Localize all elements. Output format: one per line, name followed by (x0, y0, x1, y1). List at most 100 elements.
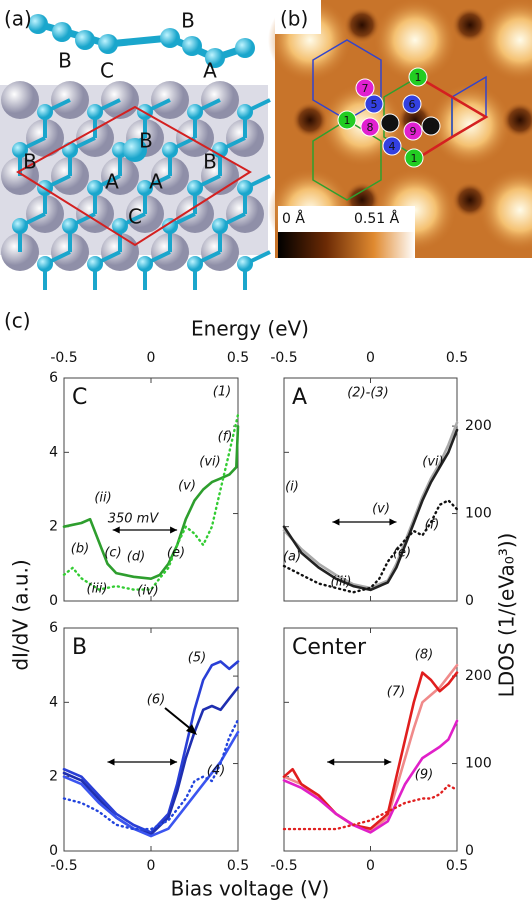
arrow-head (170, 758, 178, 766)
y2-tick-label: 200 (465, 668, 492, 684)
colorbar-label: 0.51 Å (354, 210, 400, 227)
sites: 175 618 29 341 (337, 67, 441, 168)
x-tick-label: 0 (366, 350, 375, 366)
atom (237, 180, 253, 196)
dark-spot (452, 182, 488, 218)
annotation: (vi) (199, 455, 220, 470)
dark-spot (292, 102, 328, 138)
annotation: (v) (178, 479, 196, 494)
curve (62, 718, 240, 831)
panel-label: (a) (4, 7, 32, 31)
y-axis-label: dI/dV (a.u.) (9, 559, 33, 670)
annotation: (6) (147, 693, 165, 708)
chain-atoms (28, 14, 255, 68)
x-tick-label: 0.5 (446, 350, 468, 366)
atom-label: B (203, 150, 217, 174)
site (380, 113, 400, 133)
curve (62, 660, 240, 834)
annotation: 350 mV (108, 512, 160, 527)
atom-label: B (23, 150, 37, 174)
atom (237, 104, 253, 120)
subplot-title: B (72, 635, 87, 660)
site (404, 148, 424, 168)
atom (162, 218, 178, 234)
atom (162, 142, 178, 158)
atom (37, 104, 53, 120)
x-tick-label: -0.5 (270, 350, 297, 366)
y-tick-label: 6 (49, 620, 58, 636)
curve (62, 686, 240, 836)
plot-frame (283, 377, 458, 602)
site (421, 116, 441, 136)
atom (235, 38, 255, 58)
atom (87, 104, 103, 120)
site-label: 9 (410, 125, 417, 138)
y-tick-label: 4 (49, 444, 58, 460)
x-tick-label: -0.5 (270, 858, 297, 874)
x-tick-label: 0 (147, 350, 156, 366)
atom (87, 256, 103, 272)
y-tick-label: 6 (49, 370, 58, 386)
site-label: 1 (411, 152, 418, 165)
site (382, 136, 402, 156)
annotation: (v) (372, 502, 390, 517)
y-tick-label: 0 (49, 843, 58, 859)
atom (187, 256, 203, 272)
atom-label: C (128, 205, 142, 229)
annotation: (a) (283, 550, 301, 565)
colorbar-label: 0 Å (282, 210, 305, 227)
atom (87, 180, 103, 196)
site-label: 5 (371, 98, 378, 111)
site-label: 2 (387, 117, 394, 130)
subplot: -0.5 0 0.5 0 2 4 6C (1) (ii) 350 mV (b) (c) (d) (iii)… (49, 350, 249, 609)
annotation: (iii) (331, 575, 352, 590)
annotation: (e) (167, 546, 185, 561)
annotation: (9) (415, 768, 433, 783)
curve (282, 719, 459, 834)
annotation: (2)-(3) (347, 386, 389, 401)
atom-label: A (203, 59, 217, 83)
atom (137, 180, 153, 196)
annotation: (5) (188, 651, 206, 666)
label-box (275, 0, 321, 34)
atom-label: A (149, 170, 163, 194)
subplot-title: A (292, 385, 307, 410)
bright-spot (478, 0, 532, 82)
annotation: (b) (71, 542, 89, 557)
subplot: -0.5 0 0.5 0 100 200 A (2)-(3) (i) (a) (iii) (v) (vi… (270, 350, 491, 609)
y-tick-label: 4 (49, 694, 58, 710)
annotation: (8) (415, 648, 433, 663)
panel-a (0, 14, 271, 290)
arrow-head (186, 724, 197, 735)
atom (212, 218, 228, 234)
x-tick-label: 0 (366, 858, 375, 874)
atom (187, 180, 203, 196)
atom (12, 142, 28, 158)
atom (37, 256, 53, 272)
x-axis-label: Bias voltage (V) (171, 877, 330, 901)
curve (62, 730, 240, 838)
curve (282, 671, 459, 830)
annotation: (iv) (137, 584, 158, 599)
panel-label: (b) (280, 7, 308, 31)
curve (282, 784, 459, 831)
site (403, 121, 423, 141)
annotation: (iii) (87, 582, 108, 597)
atom (160, 28, 180, 48)
annotation: (f) (425, 518, 440, 533)
atom (112, 218, 128, 234)
arrow-head (332, 518, 340, 526)
y2-axis-label: LDOS (1/(eVa₀³)) (495, 533, 519, 698)
arrow-head (107, 758, 115, 766)
colorbar (278, 232, 415, 258)
atom (75, 30, 95, 50)
x-tick-label: 0.5 (446, 858, 468, 874)
subplot-title: Center (292, 635, 367, 660)
site-label: 1 (344, 114, 351, 127)
substrate-atom (1, 81, 39, 119)
atom-label: B (139, 129, 153, 153)
arrow-head (384, 758, 392, 766)
